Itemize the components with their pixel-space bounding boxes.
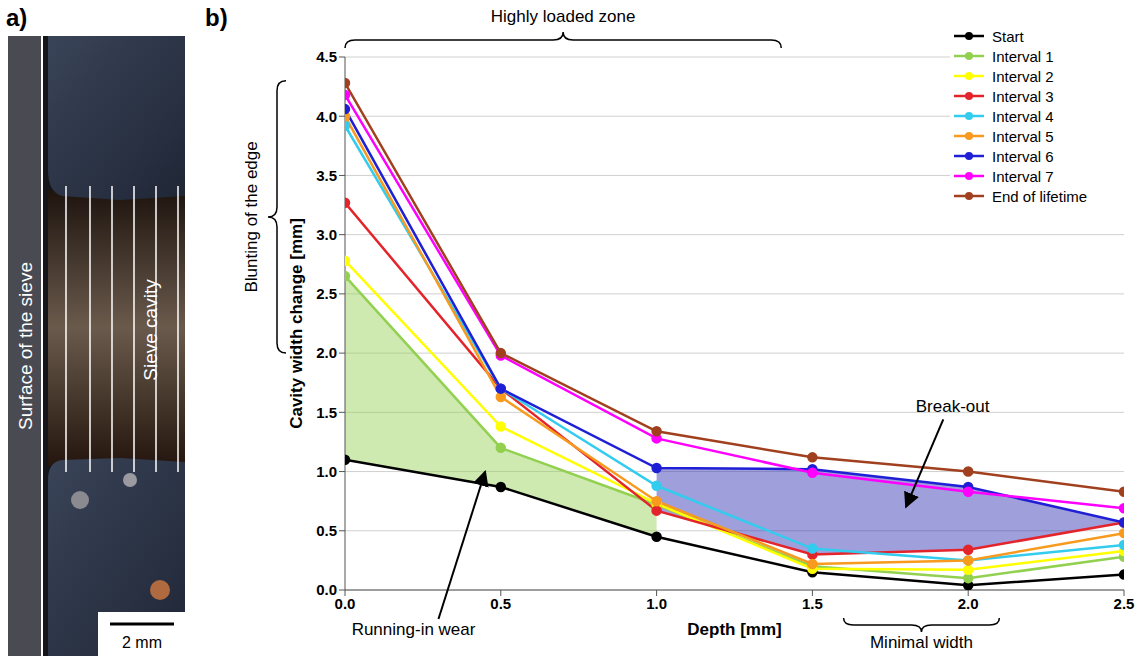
- svg-text:Highly loaded zone: Highly loaded zone: [491, 7, 636, 26]
- svg-text:2.5: 2.5: [1114, 595, 1135, 612]
- svg-text:2 mm: 2 mm: [122, 634, 162, 651]
- svg-text:1.0: 1.0: [316, 463, 337, 480]
- svg-text:Sieve cavity: Sieve cavity: [140, 279, 161, 381]
- svg-text:3.5: 3.5: [316, 167, 337, 184]
- svg-text:0.5: 0.5: [316, 522, 337, 539]
- svg-text:Minimal width: Minimal width: [870, 633, 973, 652]
- svg-text:Blunting of the edge: Blunting of the edge: [243, 141, 262, 292]
- svg-text:Interval 2: Interval 2: [992, 68, 1054, 85]
- svg-text:4.0: 4.0: [316, 108, 337, 125]
- svg-text:0.0: 0.0: [316, 581, 337, 598]
- svg-text:2.0: 2.0: [316, 344, 337, 361]
- svg-text:Interval 4: Interval 4: [992, 108, 1054, 125]
- svg-text:End of lifetime: End of lifetime: [992, 188, 1087, 205]
- svg-text:1.5: 1.5: [316, 404, 337, 421]
- svg-text:Interval 7: Interval 7: [992, 168, 1054, 185]
- svg-text:2.5: 2.5: [316, 285, 337, 302]
- svg-text:2.0: 2.0: [958, 595, 979, 612]
- svg-text:Cavity width change [mm]: Cavity width change [mm]: [287, 218, 306, 429]
- svg-text:4.5: 4.5: [316, 48, 337, 65]
- svg-text:Interval 3: Interval 3: [992, 88, 1054, 105]
- svg-text:Start: Start: [992, 28, 1025, 45]
- svg-text:Interval 6: Interval 6: [992, 148, 1054, 165]
- svg-text:a): a): [6, 4, 27, 31]
- svg-text:Running-in wear: Running-in wear: [352, 620, 476, 639]
- svg-text:0.5: 0.5: [490, 595, 511, 612]
- svg-text:3.0: 3.0: [316, 226, 337, 243]
- svg-text:0.0: 0.0: [335, 595, 356, 612]
- svg-text:Interval 1: Interval 1: [992, 48, 1054, 65]
- svg-text:b): b): [205, 4, 228, 31]
- svg-text:Interval 5: Interval 5: [992, 128, 1054, 145]
- svg-text:Surface of the sieve: Surface of the sieve: [15, 262, 36, 430]
- svg-text:Depth [mm]: Depth [mm]: [687, 620, 781, 639]
- svg-text:Break-out: Break-out: [916, 397, 990, 416]
- svg-text:1.5: 1.5: [802, 595, 823, 612]
- svg-text:1.0: 1.0: [646, 595, 667, 612]
